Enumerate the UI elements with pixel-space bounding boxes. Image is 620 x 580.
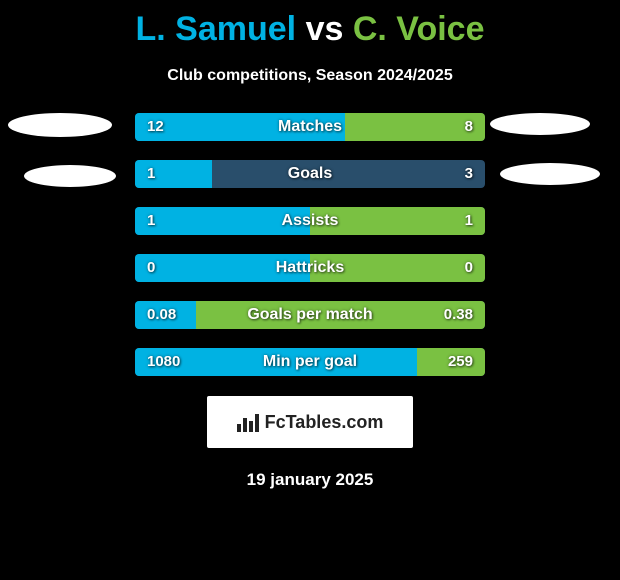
stat-label: Goals bbox=[135, 160, 485, 188]
stat-value-right: 1 bbox=[465, 207, 473, 235]
stat-bar: 1Goals3 bbox=[135, 160, 485, 188]
stat-bar: 1080Min per goal259 bbox=[135, 348, 485, 376]
stat-label: Assists bbox=[135, 207, 485, 235]
stat-value-right: 0.38 bbox=[444, 301, 473, 329]
stat-value-right: 259 bbox=[448, 348, 473, 376]
player1-name: L. Samuel bbox=[136, 10, 297, 48]
date-text: 19 january 2025 bbox=[0, 470, 620, 490]
decorative-ellipse bbox=[24, 165, 116, 187]
chart-icon bbox=[237, 412, 259, 432]
comparison-chart: 12Matches81Goals31Assists10Hattricks00.0… bbox=[0, 113, 620, 376]
vs-text: vs bbox=[306, 10, 344, 48]
stat-bar: 0Hattricks0 bbox=[135, 254, 485, 282]
stat-bar: 1Assists1 bbox=[135, 207, 485, 235]
stat-value-right: 8 bbox=[465, 113, 473, 141]
stat-value-right: 3 bbox=[465, 160, 473, 188]
logo-text: FcTables.com bbox=[265, 412, 384, 433]
stat-label: Min per goal bbox=[135, 348, 485, 376]
decorative-ellipse bbox=[500, 163, 600, 185]
page-title: L. Samuel vs C. Voice bbox=[0, 0, 620, 49]
stat-label: Matches bbox=[135, 113, 485, 141]
stat-bar: 12Matches8 bbox=[135, 113, 485, 141]
stat-label: Hattricks bbox=[135, 254, 485, 282]
subtitle: Club competitions, Season 2024/2025 bbox=[0, 67, 620, 85]
stat-label: Goals per match bbox=[135, 301, 485, 329]
player2-name: C. Voice bbox=[353, 10, 485, 48]
bars-container: 12Matches81Goals31Assists10Hattricks00.0… bbox=[135, 113, 485, 376]
stat-bar: 0.08Goals per match0.38 bbox=[135, 301, 485, 329]
stat-value-right: 0 bbox=[465, 254, 473, 282]
fctables-logo: FcTables.com bbox=[207, 396, 413, 448]
decorative-ellipse bbox=[8, 113, 112, 137]
decorative-ellipse bbox=[490, 113, 590, 135]
